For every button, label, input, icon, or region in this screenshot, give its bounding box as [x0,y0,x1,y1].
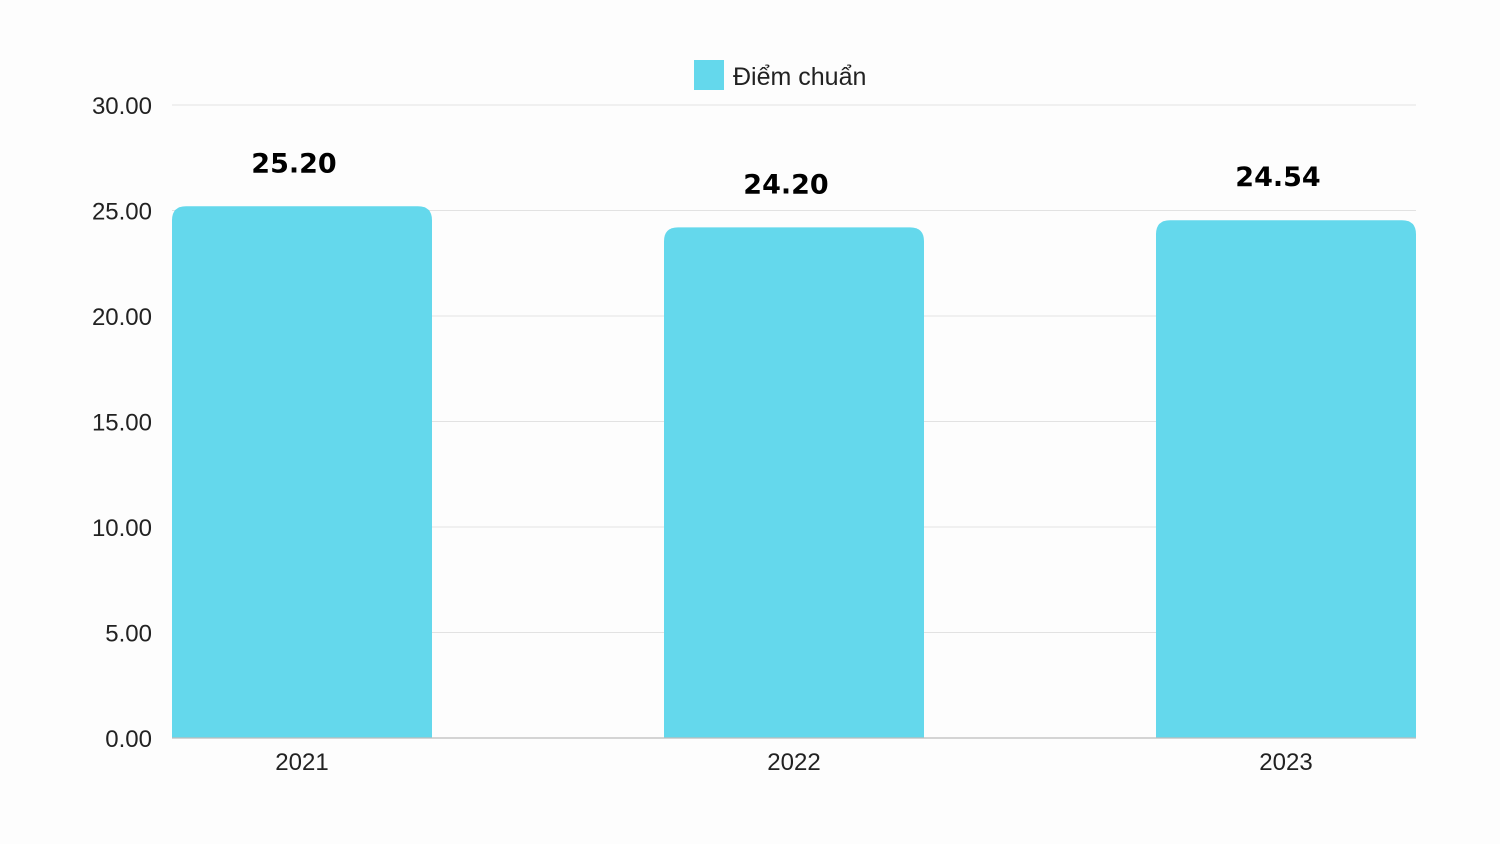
bar-2022 [664,227,924,738]
y-tick-label: 25.00 [92,199,152,226]
y-tick-label: 5.00 [105,621,152,648]
legend: Điểm chuẩn [694,60,866,91]
labels: 0.00 5.00 10.00 15.00 20.00 25.00 30.00 25.20 20… [92,93,1321,776]
x-tick-label: 2021 [275,749,328,776]
y-tick-label: 20.00 [92,304,152,331]
y-tick-label: 30.00 [92,93,152,120]
y-tick-label: 10.00 [92,515,152,542]
data-label: 24.20 [743,169,828,200]
legend-label: Điểm chuẩn [733,63,866,91]
x-tick-label: 2022 [767,749,820,776]
data-label: 24.54 [1235,162,1320,193]
bars [172,206,1416,738]
bar-2023 [1156,220,1416,738]
bar-2021 [172,206,432,738]
x-tick-label: 2023 [1259,749,1312,776]
y-tick-label: 15.00 [92,410,152,437]
y-tick-label: 0.00 [105,726,152,753]
legend-swatch [694,60,724,90]
data-label: 25.20 [251,148,336,179]
